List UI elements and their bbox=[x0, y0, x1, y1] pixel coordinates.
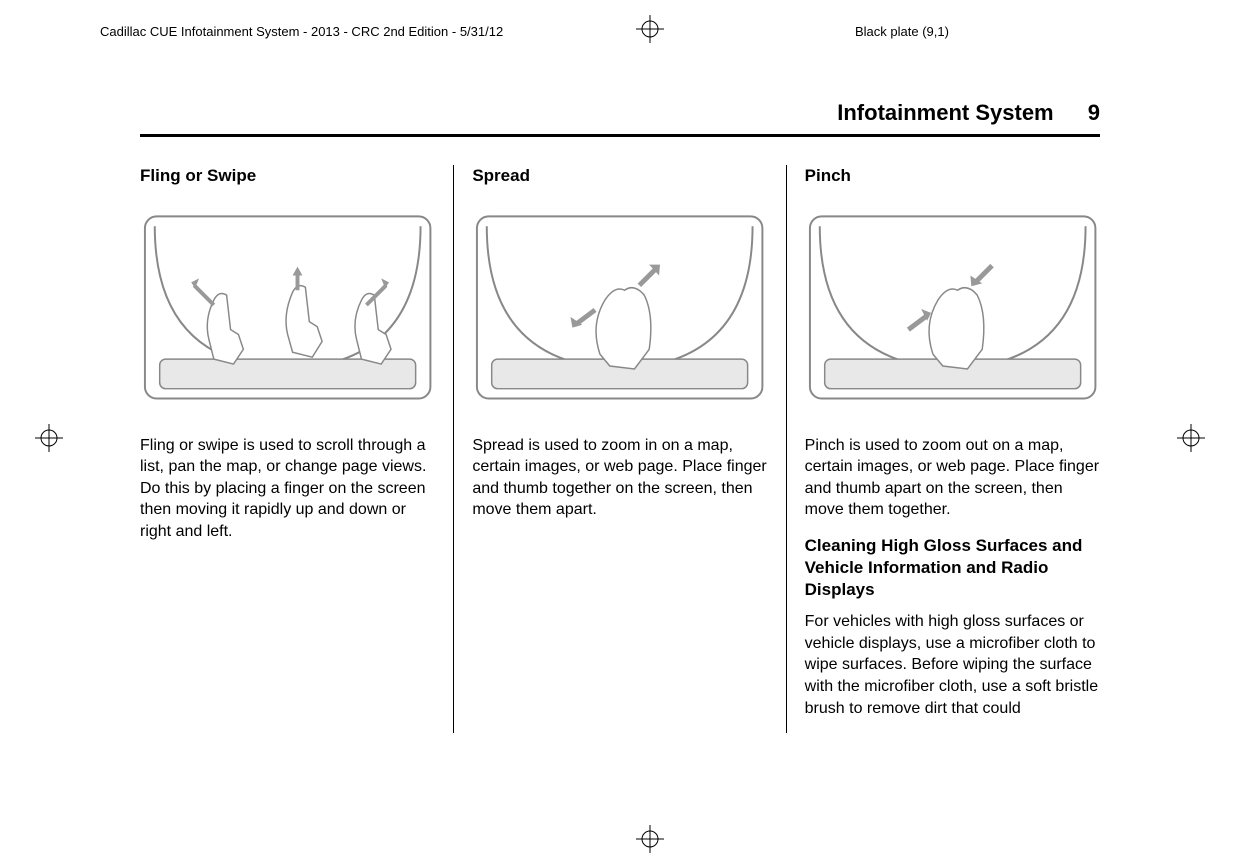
fling-illustration bbox=[140, 206, 435, 404]
crop-mark-left bbox=[35, 424, 63, 452]
subhead-cleaning: Cleaning High Gloss Surfaces and Vehicle… bbox=[805, 535, 1100, 601]
page-number: 9 bbox=[1088, 100, 1100, 126]
page-header: Infotainment System 9 bbox=[140, 100, 1100, 137]
header-right-text: Black plate (9,1) bbox=[855, 24, 949, 39]
spread-illustration bbox=[472, 206, 767, 404]
heading-pinch: Pinch bbox=[805, 165, 1100, 188]
crop-mark-bottom bbox=[636, 825, 664, 853]
header-left-text: Cadillac CUE Infotainment System - 2013 … bbox=[100, 24, 503, 39]
content-columns: Fling or Swipe bbox=[140, 165, 1100, 733]
body-cleaning: For vehicles with high gloss surfaces or… bbox=[805, 611, 1100, 719]
page-title: Infotainment System bbox=[837, 100, 1053, 126]
page-content: Infotainment System 9 Fling or Swipe bbox=[140, 100, 1100, 733]
body-pinch: Pinch is used to zoom out on a map, cert… bbox=[805, 435, 1100, 521]
column-fling: Fling or Swipe bbox=[140, 165, 453, 733]
column-pinch: Pinch Pinch is used to zoom out on a map… bbox=[786, 165, 1100, 733]
column-spread: Spread Spread is used to zoom in on a ma… bbox=[453, 165, 785, 733]
pinch-illustration bbox=[805, 206, 1100, 404]
body-fling: Fling or swipe is used to scroll through… bbox=[140, 435, 435, 543]
crop-mark-right bbox=[1177, 424, 1205, 452]
crop-mark-top bbox=[636, 15, 664, 43]
heading-spread: Spread bbox=[472, 165, 767, 188]
body-spread: Spread is used to zoom in on a map, cert… bbox=[472, 435, 767, 521]
heading-fling: Fling or Swipe bbox=[140, 165, 435, 188]
